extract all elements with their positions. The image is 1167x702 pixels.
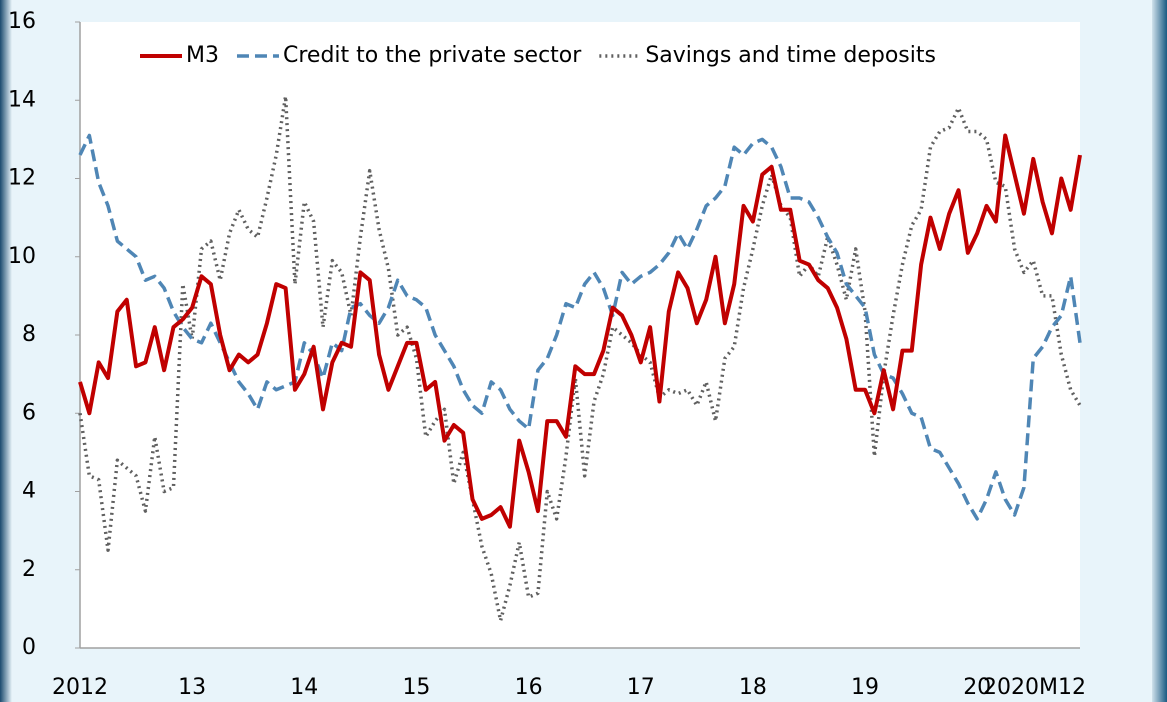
- y-tick-label: 6: [22, 400, 36, 425]
- y-tick-label: 10: [8, 244, 36, 269]
- y-tick-label: 14: [8, 87, 36, 112]
- x-tick-label: 17: [627, 675, 655, 700]
- y-tick-label: 0: [22, 635, 36, 660]
- y-tick-label: 16: [8, 9, 36, 34]
- x-tick-label: 18: [739, 675, 767, 700]
- x-tick-label: 19: [851, 675, 879, 700]
- plot-area: [80, 22, 1080, 648]
- legend-label: Credit to the private sector: [283, 43, 582, 68]
- y-tick-label: 4: [22, 479, 36, 504]
- y-tick-label: 8: [22, 322, 36, 347]
- x-tick-label: 2012: [52, 675, 108, 700]
- x-tick-label: 13: [178, 675, 206, 700]
- x-tick-label: 16: [515, 675, 543, 700]
- x-tick-label: 2020M12: [983, 675, 1086, 700]
- series-line: [78, 133, 1082, 521]
- legend-label: Savings and time deposits: [645, 43, 936, 68]
- x-tick-label: 20: [963, 675, 991, 700]
- x-tick-label: 14: [290, 675, 318, 700]
- y-tick-label: 2: [22, 557, 36, 582]
- x-tick-label: 15: [402, 675, 430, 700]
- y-tick-label: 12: [8, 166, 36, 191]
- legend-label: M3: [186, 43, 219, 68]
- series-line: [78, 133, 1082, 529]
- series-line: [78, 94, 1082, 623]
